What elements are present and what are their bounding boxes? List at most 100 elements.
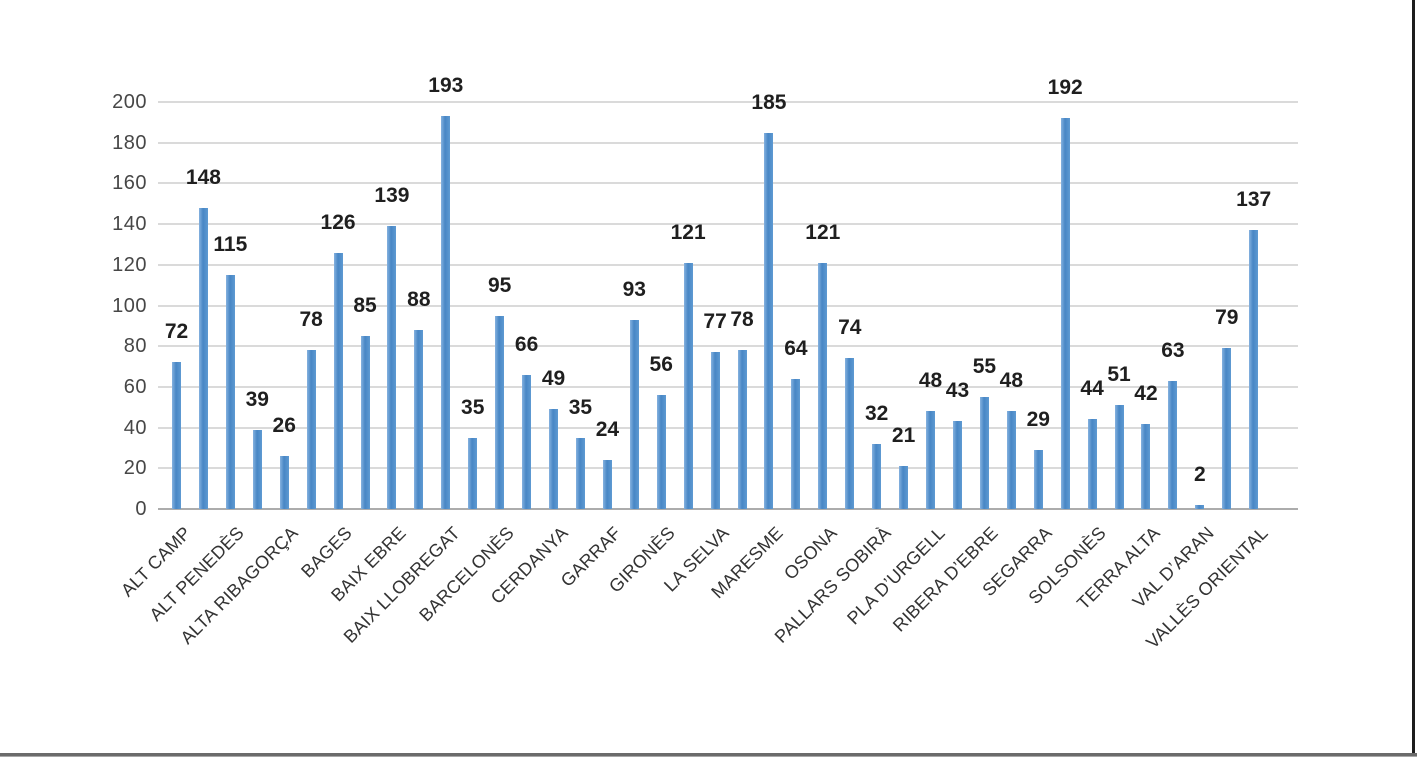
bar-value-label: 95: [487, 274, 512, 297]
bar: [710, 352, 720, 509]
gridline: [158, 304, 1298, 307]
bar-value-label: 21: [891, 424, 916, 447]
bar-value-label: 121: [670, 221, 706, 244]
gridline: [158, 426, 1298, 429]
bar-value-label: 35: [568, 396, 593, 419]
bar: [1060, 118, 1070, 509]
bar: [414, 330, 424, 509]
bar: [952, 421, 962, 509]
bar-value-label: 29: [1026, 408, 1050, 431]
bar-value-label: 93: [622, 278, 646, 301]
bar: [279, 456, 289, 509]
bar-value-label: 32: [864, 402, 889, 425]
bar-value-label: 85: [353, 294, 377, 317]
bar: [441, 116, 451, 509]
y-axis-tick-label: 60: [123, 375, 147, 398]
bar-value-label: 192: [1047, 76, 1083, 99]
bar: [387, 226, 397, 509]
bar: [468, 438, 478, 509]
bar-value-label: 51: [1107, 363, 1131, 386]
gridline: [158, 182, 1298, 185]
bar: [1195, 505, 1205, 509]
bar-value-label: 139: [374, 184, 410, 207]
bar-value-label: 35: [461, 396, 485, 419]
bar-value-label: 121: [805, 221, 841, 244]
bar: [872, 444, 882, 509]
bar: [602, 460, 612, 509]
page-rule-bottom-shadow: [0, 756, 1417, 757]
gridline: [158, 467, 1298, 470]
bar: [683, 263, 693, 509]
bar: [225, 275, 235, 509]
bar-value-label: 115: [213, 233, 248, 256]
y-axis-tick-label: 120: [112, 253, 147, 276]
bar: [926, 411, 936, 509]
bar-value-label: 88: [407, 288, 431, 311]
bar-value-label: 66: [514, 333, 539, 356]
bar-value-label: 79: [1215, 306, 1239, 329]
bar-value-label: 42: [1134, 382, 1158, 405]
bar-value-label: 55: [972, 355, 997, 378]
bar-value-label: 43: [945, 379, 970, 402]
bar-value-label: 148: [185, 166, 221, 189]
bar: [1168, 381, 1178, 509]
bar-value-label: 78: [299, 308, 323, 331]
bar: [306, 350, 316, 509]
page-border-right: [1412, 0, 1415, 757]
bar-value-label: 74: [838, 316, 862, 339]
bar: [360, 336, 370, 509]
bar: [979, 397, 989, 509]
bar: [1006, 411, 1016, 509]
y-axis-tick-label: 20: [123, 457, 147, 480]
gridline: [158, 263, 1298, 266]
bar-value-label: 39: [245, 388, 269, 411]
y-axis-tick-label: 80: [123, 335, 147, 358]
y-axis-tick-label: 100: [112, 294, 147, 317]
bar: [629, 320, 639, 509]
bar-value-label: 78: [730, 308, 754, 331]
bar-value-label: 64: [784, 337, 808, 360]
bar-value-label: 44: [1080, 377, 1104, 400]
gridline: [158, 385, 1298, 388]
bar: [575, 438, 585, 509]
bar: [333, 253, 343, 509]
bar-value-label: 2: [1193, 463, 1206, 486]
bar: [495, 316, 505, 509]
bar-value-label: 24: [595, 418, 620, 441]
bar-value-label: 48: [999, 369, 1023, 392]
bar: [522, 375, 532, 509]
bar: [737, 350, 747, 509]
bar-value-label: 63: [1161, 339, 1185, 362]
bar: [1033, 450, 1043, 509]
bar: [899, 466, 909, 509]
bar-value-label: 49: [541, 367, 566, 390]
y-axis-tick-label: 200: [112, 91, 147, 113]
y-axis-tick-label: 180: [112, 131, 147, 154]
y-axis-tick-label: 160: [112, 172, 147, 195]
bar: [818, 263, 828, 509]
bar: [1114, 405, 1124, 509]
bar-value-label: 72: [164, 320, 189, 343]
y-axis-tick-label: 40: [123, 416, 147, 439]
bar: [845, 358, 855, 509]
bar-value-label: 48: [918, 369, 943, 392]
gridline: [158, 345, 1298, 348]
bar-value-label: 137: [1236, 188, 1272, 211]
bar: [1249, 230, 1259, 509]
bar: [198, 208, 208, 509]
bar: [1222, 348, 1232, 509]
x-axis-line: [158, 508, 1298, 510]
bar-value-label: 56: [649, 353, 673, 376]
bar: [1087, 419, 1097, 509]
bar: [791, 379, 801, 509]
bar-value-label: 77: [703, 310, 727, 333]
gridline: [158, 141, 1298, 144]
gridline: [158, 101, 1298, 103]
bar-value-label: 193: [428, 74, 464, 97]
page-rule-bottom: [0, 753, 1417, 756]
bar: [764, 133, 774, 509]
bar: [1141, 424, 1151, 509]
bar: [656, 395, 666, 509]
